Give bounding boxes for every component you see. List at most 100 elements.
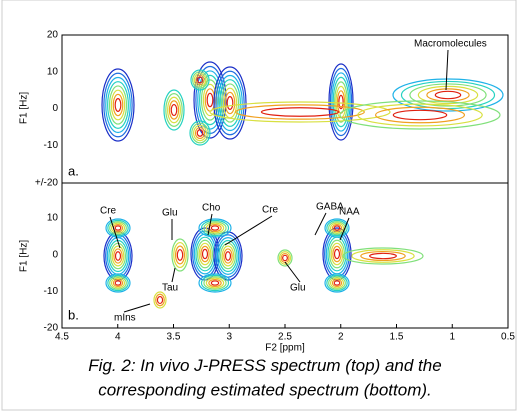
contour	[167, 96, 181, 124]
y-label: F1 [Hz]	[19, 92, 30, 124]
contour	[195, 74, 205, 86]
contour	[107, 274, 129, 292]
y-tick-label: 20	[47, 30, 59, 41]
y-tick-label: 10	[47, 66, 59, 77]
arrow	[123, 303, 151, 313]
contour	[111, 245, 125, 267]
contour	[329, 277, 345, 289]
contour	[235, 104, 365, 120]
caption: corresponding estimated spectrum (bottom…	[98, 380, 432, 399]
contour	[112, 278, 124, 288]
caption-prefix: Fig.	[88, 356, 121, 375]
annotation: Glu	[290, 283, 306, 294]
contour	[201, 248, 209, 260]
contour	[331, 278, 343, 288]
contour	[114, 98, 122, 112]
contour	[333, 225, 341, 231]
contour	[110, 89, 126, 121]
contour	[209, 101, 391, 123]
contour	[113, 248, 123, 264]
x-tick-label: 1.5	[390, 332, 404, 343]
panel-label: b.	[68, 307, 79, 322]
x-tick-label: 3.5	[167, 332, 181, 343]
contour	[103, 72, 133, 138]
contour	[332, 245, 342, 263]
contour	[351, 249, 415, 263]
contour	[219, 79, 241, 127]
contour	[342, 247, 424, 265]
annotation: GABA	[316, 202, 344, 213]
contour	[202, 83, 218, 117]
contour	[198, 242, 212, 266]
contour	[329, 222, 345, 234]
x-tick-label: 2.5	[278, 332, 292, 343]
contour	[360, 250, 406, 262]
contour	[224, 91, 236, 115]
contour	[220, 83, 240, 123]
y-tick-label: 10	[47, 213, 59, 224]
x-tick-label: 0.5	[501, 332, 515, 343]
y-tick-label: 0	[52, 249, 58, 260]
contour	[200, 79, 220, 121]
contour	[198, 218, 232, 238]
contour	[114, 225, 122, 231]
contour	[200, 245, 210, 263]
contour	[200, 274, 230, 292]
contour	[278, 251, 292, 265]
contour	[392, 109, 448, 121]
contour	[105, 218, 131, 238]
contour	[153, 291, 167, 309]
contours	[101, 61, 504, 309]
y-tick-label: +/-20	[35, 178, 59, 189]
contour	[105, 76, 131, 134]
contour	[326, 219, 348, 237]
contour	[110, 222, 126, 234]
contour	[369, 252, 397, 260]
x-tick-label: 4	[115, 332, 121, 343]
contour	[107, 219, 129, 237]
contour	[434, 90, 462, 100]
contour	[260, 107, 340, 117]
caption-number: 2	[120, 356, 131, 375]
arrow	[445, 49, 449, 91]
contour	[156, 295, 164, 305]
arrow	[339, 217, 350, 241]
arrow	[207, 213, 213, 236]
contour	[173, 241, 187, 269]
contour	[114, 280, 122, 286]
y-tick-label: -20	[44, 323, 59, 334]
contour	[192, 71, 208, 89]
annotation: mIns	[114, 313, 136, 324]
arrow	[224, 215, 273, 246]
contour	[105, 273, 131, 293]
contour	[426, 88, 470, 102]
contour	[218, 239, 238, 273]
contour	[374, 106, 466, 124]
contour	[331, 72, 351, 132]
contour	[205, 277, 225, 289]
contour	[216, 237, 240, 275]
contour	[203, 276, 227, 290]
contour	[174, 245, 186, 265]
contour	[109, 276, 127, 290]
arrow	[171, 267, 176, 283]
contour	[331, 223, 343, 233]
x-tick-label: 2	[338, 332, 344, 343]
caption: Fig. 2: In vivo J-PRESS spectrum (top) a…	[88, 356, 441, 375]
contour	[193, 124, 207, 142]
contour	[332, 76, 350, 128]
annotation: NAA	[339, 207, 360, 218]
annotation: Cre	[262, 205, 279, 216]
annotation: Cho	[202, 203, 221, 214]
contour	[205, 222, 225, 234]
contour	[110, 277, 126, 289]
contour	[194, 126, 206, 140]
contour	[324, 218, 350, 238]
contour	[357, 103, 483, 127]
contour	[217, 74, 243, 132]
x-tick-label: 4.5	[55, 332, 69, 343]
contour	[328, 276, 346, 290]
contour	[409, 83, 487, 107]
contour	[224, 251, 232, 261]
